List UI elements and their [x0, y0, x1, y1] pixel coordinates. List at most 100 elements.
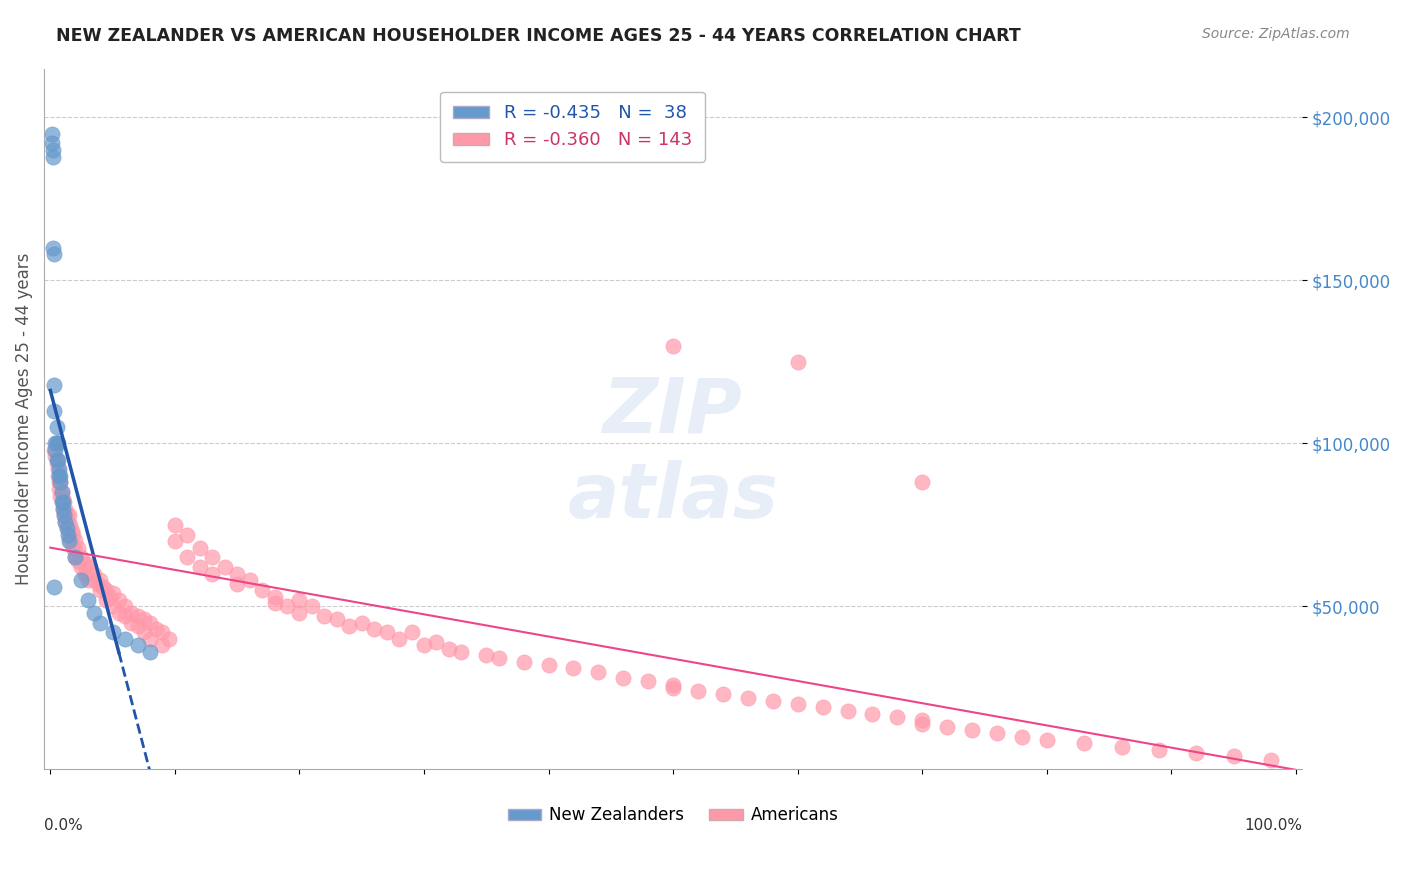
Point: [163, 517, 186, 532]
Point: [686, 684, 709, 698]
Point: [44, 436, 66, 450]
Point: [51, 485, 73, 500]
Point: [58, 534, 80, 549]
Point: [65, 550, 87, 565]
Point: [89, 615, 111, 630]
Point: [49, 489, 72, 503]
Point: [375, 625, 398, 640]
Point: [70, 574, 93, 588]
Point: [811, 700, 834, 714]
Point: [145, 622, 167, 636]
Point: [65, 550, 87, 565]
Point: [152, 639, 174, 653]
Point: [56, 515, 79, 529]
Point: [75, 566, 97, 581]
Point: [911, 714, 934, 728]
Point: [188, 560, 211, 574]
Point: [45, 436, 67, 450]
Point: [83, 606, 105, 620]
Point: [89, 582, 111, 597]
Legend: New Zealanders, Americans: New Zealanders, Americans: [501, 800, 845, 831]
Point: [1073, 736, 1095, 750]
Point: [1222, 749, 1244, 764]
Point: [53, 495, 76, 509]
Point: [42, 143, 65, 157]
Point: [63, 541, 86, 555]
Point: [46, 436, 69, 450]
Point: [52, 501, 75, 516]
Point: [537, 658, 560, 673]
Point: [163, 534, 186, 549]
Point: [58, 508, 80, 522]
Point: [42, 377, 65, 392]
Point: [51, 485, 73, 500]
Point: [42, 580, 65, 594]
Point: [58, 527, 80, 541]
Point: [51, 495, 73, 509]
Point: [1260, 753, 1282, 767]
Point: [132, 625, 155, 640]
Point: [425, 635, 447, 649]
Point: [48, 462, 70, 476]
Point: [49, 475, 72, 490]
Point: [960, 723, 983, 738]
Point: [53, 508, 76, 522]
Point: [42, 247, 65, 261]
Point: [337, 619, 360, 633]
Point: [55, 508, 77, 522]
Point: [662, 677, 685, 691]
Point: [42, 241, 65, 255]
Point: [127, 619, 149, 633]
Point: [48, 475, 70, 490]
Point: [46, 452, 69, 467]
Point: [637, 674, 659, 689]
Text: 0.0%: 0.0%: [44, 818, 83, 833]
Point: [59, 534, 82, 549]
Point: [55, 521, 77, 535]
Point: [73, 557, 96, 571]
Point: [1185, 746, 1208, 760]
Point: [65, 534, 87, 549]
Point: [59, 517, 82, 532]
Point: [837, 704, 859, 718]
Point: [70, 550, 93, 565]
Point: [488, 651, 510, 665]
Point: [986, 726, 1008, 740]
Point: [1011, 730, 1033, 744]
Text: ZIP
atlas: ZIP atlas: [568, 374, 779, 533]
Point: [326, 612, 349, 626]
Point: [66, 554, 89, 568]
Point: [62, 541, 84, 555]
Point: [401, 625, 423, 640]
Point: [475, 648, 498, 663]
Point: [42, 404, 65, 418]
Point: [120, 615, 142, 630]
Point: [662, 681, 685, 695]
Point: [363, 622, 385, 636]
Point: [127, 609, 149, 624]
Point: [114, 609, 136, 624]
Point: [53, 501, 76, 516]
Point: [512, 655, 534, 669]
Point: [786, 355, 808, 369]
Point: [127, 639, 149, 653]
Point: [101, 599, 124, 614]
Point: [188, 541, 211, 555]
Point: [46, 462, 69, 476]
Point: [56, 527, 79, 541]
Point: [152, 625, 174, 640]
Point: [49, 475, 72, 490]
Point: [55, 521, 77, 535]
Text: Source: ZipAtlas.com: Source: ZipAtlas.com: [1202, 27, 1350, 41]
Point: [737, 690, 759, 705]
Point: [437, 641, 460, 656]
Point: [239, 574, 262, 588]
Point: [562, 661, 585, 675]
Point: [53, 508, 76, 522]
Y-axis label: Householder Income Ages 25 - 44 years: Householder Income Ages 25 - 44 years: [15, 252, 32, 585]
Point: [139, 645, 162, 659]
Point: [42, 442, 65, 457]
Point: [288, 592, 311, 607]
Point: [176, 527, 198, 541]
Point: [53, 515, 76, 529]
